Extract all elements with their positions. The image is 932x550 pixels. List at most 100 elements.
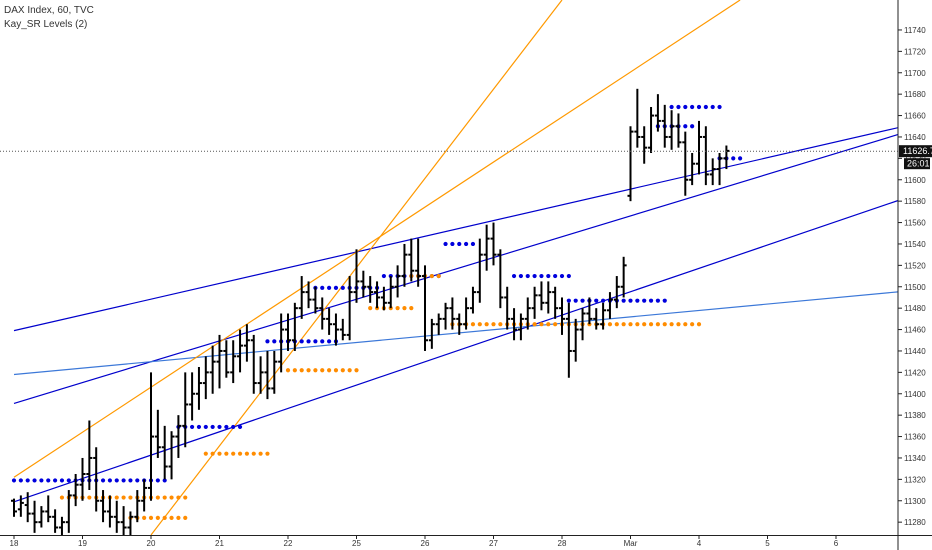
ohlc-bar (216, 334, 223, 389)
ohlc-bar (552, 286, 559, 319)
resistance-dot (683, 104, 688, 110)
resistance-dot (39, 478, 44, 483)
price-tick-label: 11280 (904, 518, 926, 527)
resistance-dot (628, 298, 633, 303)
support-dot (244, 451, 249, 456)
ohlc-bar (38, 506, 45, 528)
support-dot (265, 451, 270, 456)
ohlc-bar (654, 94, 661, 132)
ohlc-bar (127, 511, 134, 535)
resistance-dot (162, 478, 167, 483)
resistance-dot (196, 424, 202, 430)
ohlc-bar (353, 249, 360, 303)
resistance-dot (621, 298, 626, 303)
resistance-dot (320, 339, 325, 344)
resistance-dot (655, 298, 661, 303)
support-dot (292, 368, 297, 373)
legend-symbol[interactable]: DAX Index, 60, TVC (4, 5, 94, 16)
resistance-dot (580, 298, 585, 303)
support-dot (477, 322, 482, 327)
ohlc-bar (319, 297, 326, 330)
support-dot (169, 515, 174, 520)
resistance-dot (121, 478, 126, 483)
time-tick-label: Mar (624, 539, 638, 548)
resistance-dot (525, 273, 530, 279)
ohlc-bar (627, 126, 634, 202)
resistance-dot (690, 104, 695, 110)
support-dot (169, 495, 174, 500)
resistance-dot (237, 424, 243, 430)
support-dot (210, 451, 215, 456)
support-dot (183, 495, 188, 500)
ohlc-bar (65, 490, 72, 533)
support-dot (354, 368, 359, 373)
ohlc-bar (168, 431, 175, 480)
trendline (13, 291, 898, 376)
resistance-dot (676, 104, 681, 110)
ohlc-bar (415, 238, 422, 287)
ohlc-bar (31, 500, 38, 533)
support-dot (436, 273, 441, 279)
resistance-dot (690, 124, 695, 129)
ohlc-bar (161, 425, 168, 480)
resistance-dot (601, 298, 606, 303)
resistance-dot (464, 241, 469, 247)
resistance-dot (696, 104, 702, 110)
ohlc-bar (531, 286, 538, 319)
time-tick-label: 5 (765, 539, 770, 548)
support-dot (299, 368, 304, 373)
legend-indicator[interactable]: Kay_SR Levels (2) (4, 19, 88, 30)
support-dot (183, 515, 188, 520)
ohlc-bar (141, 479, 148, 512)
ohlc-bar (120, 506, 127, 535)
ohlc-bar (668, 110, 675, 150)
ohlc-bar (709, 158, 716, 186)
support-dot (142, 515, 147, 520)
resistance-dot (114, 478, 119, 483)
ohlc-bar (148, 372, 154, 501)
ohlc-bar (11, 498, 17, 517)
time-tick-label: 6 (834, 539, 839, 548)
price-badge-bg (899, 145, 932, 158)
resistance-dot (738, 156, 743, 161)
support-dot (176, 495, 181, 500)
ohlc-bar (209, 345, 216, 394)
support-dot (532, 322, 537, 327)
support-dot (539, 322, 544, 327)
resistance-dot (46, 478, 51, 483)
resistance-dot (340, 285, 345, 290)
ohlc-bar (79, 457, 86, 501)
ohlc-bar (113, 500, 120, 533)
resistance-dot (327, 285, 332, 290)
resistance-dot (683, 124, 688, 129)
countdown-badge-value: 26:01 (907, 159, 930, 169)
price-tick-label: 11380 (904, 411, 926, 420)
ohlc-bar (312, 286, 319, 314)
support-dot (155, 515, 160, 520)
support-dot (484, 322, 489, 327)
price-tick-label: 11740 (904, 26, 926, 35)
price-tick-label: 11540 (904, 240, 926, 249)
ohlc-bar (257, 356, 264, 394)
support-dot (546, 322, 551, 327)
ohlc-bar (332, 313, 339, 346)
support-dot (155, 495, 160, 500)
support-dot (224, 451, 229, 456)
ohlc-bar (380, 286, 387, 311)
ohlc-bar (497, 249, 504, 309)
resistance-dot (11, 478, 17, 483)
resistance-dot (320, 285, 325, 290)
support-dot (87, 495, 92, 500)
time-tick-label: 26 (421, 539, 430, 548)
support-dot (59, 495, 65, 500)
ohlc-bar (291, 302, 298, 351)
support-dot (347, 368, 352, 373)
resistance-dot (306, 339, 311, 344)
support-dot (642, 322, 647, 327)
ohlc-bar (456, 313, 463, 335)
ohlc-bar (517, 313, 524, 341)
support-dot (683, 322, 688, 327)
resistance-dot (265, 339, 270, 344)
ohlc-bar (264, 350, 271, 400)
ohlc-bar (600, 302, 607, 330)
